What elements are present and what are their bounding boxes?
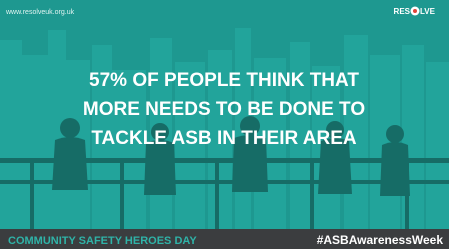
headline-line: MORE NEEDS TO BE DONE TO xyxy=(83,99,365,120)
page: www.resolveuk.org.uk RES LVE 57% OF PEOP… xyxy=(0,0,449,249)
card: www.resolveuk.org.uk RES LVE 57% OF PEOP… xyxy=(0,0,449,249)
footer-left: COMMUNITY SAFETY HEROES DAY xyxy=(8,235,197,247)
footer-right: #ASBAwarenessWeek xyxy=(317,233,444,247)
logo-left: RES xyxy=(394,7,411,16)
headline-line: 57% OF PEOPLE THINK THAT xyxy=(89,70,359,91)
logo-right: LVE xyxy=(420,7,436,16)
logo-icon-dot xyxy=(413,9,417,13)
url: www.resolveuk.org.uk xyxy=(5,9,75,16)
headline-line: TACKLE ASB IN THEIR AREA xyxy=(91,128,357,149)
